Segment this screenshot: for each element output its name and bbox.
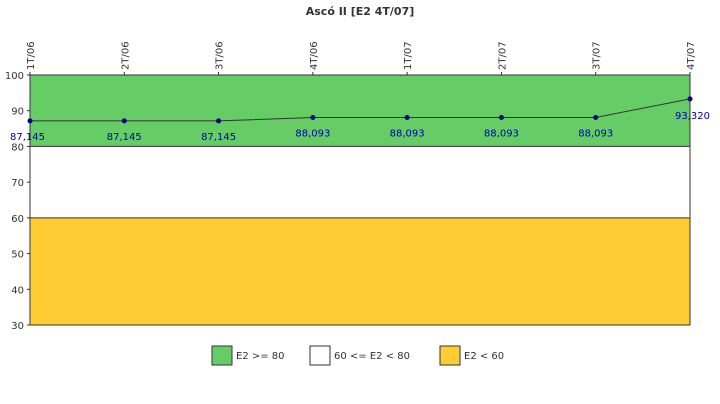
x-tick-label: 4T/06 xyxy=(309,41,320,70)
series-group: 87,145 87,145 87,145 88,093 88,093 88,093 88,0… xyxy=(10,96,710,143)
y-tick-label: 30 xyxy=(11,321,24,332)
plot-frame xyxy=(29,74,691,326)
legend-label-0: E2 >= 80 xyxy=(236,351,285,362)
data-point xyxy=(593,115,599,121)
legend: E2 >= 80 60 <= E2 < 80 E2 < 60 xyxy=(211,345,504,366)
y-tick-label: 90 xyxy=(11,107,24,118)
data-point xyxy=(121,118,127,124)
data-point xyxy=(404,115,410,121)
y-tick-label: 60 xyxy=(11,214,24,225)
data-point xyxy=(216,118,222,124)
y-tick-label: 100 xyxy=(5,71,24,82)
x-tick-label: 2T/07 xyxy=(497,41,508,70)
y-tick-label: 80 xyxy=(11,142,24,153)
data-label: 87,145 xyxy=(107,132,142,143)
x-tick-label: 1T/07 xyxy=(403,41,414,70)
data-label: 93,320 xyxy=(675,111,710,122)
bands-group xyxy=(30,75,690,325)
data-label: 88,093 xyxy=(390,129,425,140)
x-tick-label: 1T/06 xyxy=(26,41,37,70)
band-2 xyxy=(30,217,690,325)
legend-swatch-0 xyxy=(211,345,233,366)
x-tick-label: 3T/07 xyxy=(592,41,603,70)
chart-title: Ascó II [E2 4T/07] xyxy=(306,5,415,18)
data-point xyxy=(310,115,316,121)
x-tick-label: 3T/06 xyxy=(215,41,226,70)
data-label: 87,145 xyxy=(201,132,236,143)
legend-swatch-2 xyxy=(439,345,461,366)
x-tick-label: 2T/06 xyxy=(120,41,131,70)
data-point xyxy=(687,96,693,102)
y-tick-label: 50 xyxy=(11,250,24,261)
data-label: 88,093 xyxy=(484,129,519,140)
data-point xyxy=(498,115,504,121)
legend-label-1: 60 <= E2 < 80 xyxy=(334,351,410,362)
data-label: 87,145 xyxy=(10,132,45,143)
y-tick-label: 70 xyxy=(11,178,24,189)
series-line xyxy=(30,98,691,122)
legend-swatch-1 xyxy=(309,345,331,366)
band-1 xyxy=(30,146,690,218)
data-point xyxy=(27,118,33,124)
y-tick-label: 40 xyxy=(11,285,24,296)
legend-label-2: E2 < 60 xyxy=(464,351,504,362)
data-label: 88,093 xyxy=(295,129,330,140)
band-0 xyxy=(30,75,690,147)
data-label: 88,093 xyxy=(578,129,613,140)
x-tick-label: 4T/07 xyxy=(686,41,697,70)
